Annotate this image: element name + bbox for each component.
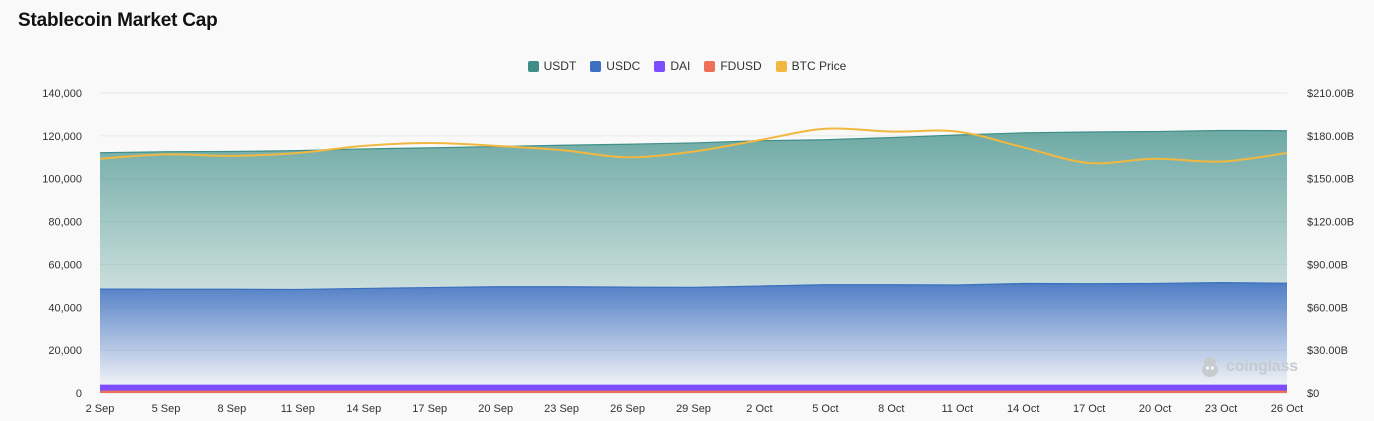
y-right-tick-label: $210.00B [1307, 88, 1354, 100]
legend-item-fdusd[interactable]: FDUSD [704, 59, 762, 73]
x-tick-label: 23 Oct [1205, 403, 1237, 415]
chart-legend: USDT USDC DAI FDUSD BTC Price [0, 59, 1374, 73]
legend-item-btc-price[interactable]: BTC Price [775, 59, 847, 73]
area-edge-usdc [99, 282, 1288, 291]
x-tick-label: 20 Oct [1139, 403, 1171, 415]
y-right-tick-label: $0 [1307, 388, 1319, 400]
coinglass-logo-icon [1202, 357, 1218, 377]
legend-label: FDUSD [720, 59, 762, 73]
x-tick-label: 11 Sep [281, 403, 315, 415]
y-left-tick-label: 80,000 [48, 217, 82, 229]
area-usdc[interactable] [100, 282, 1287, 386]
legend-label: USDT [543, 59, 577, 73]
legend-item-usdc[interactable]: USDC [590, 59, 640, 73]
legend-swatch [590, 60, 602, 72]
x-tick-label: 5 Oct [812, 403, 838, 415]
legend-swatch [775, 60, 787, 72]
y-left-tick-label: 140,000 [42, 88, 82, 100]
y-right-tick-label: $90.00B [1307, 259, 1348, 271]
x-tick-label: 14 Oct [1007, 403, 1039, 415]
page-title: Stablecoin Market Cap [18, 10, 218, 31]
y-left-tick-label: 40,000 [48, 302, 82, 314]
y-right-tick-label: $30.00B [1307, 345, 1348, 357]
x-tick-label: 29 Sep [676, 403, 711, 415]
legend-label: DAI [670, 59, 691, 73]
x-tick-label: 2 Oct [746, 403, 772, 415]
legend-swatch [527, 60, 539, 72]
y-right-tick-label: $180.00B [1307, 131, 1354, 143]
legend-swatch [654, 60, 666, 72]
y-left-tick-label: 0 [76, 388, 82, 400]
coinglass-watermark: coinglass [1198, 355, 1298, 379]
x-tick-label: 17 Sep [412, 403, 447, 415]
x-tick-label: 2 Sep [86, 403, 115, 415]
x-tick-label: 26 Sep [610, 403, 645, 415]
y-left-tick-label: 120,000 [42, 131, 82, 143]
x-tick-label: 8 Oct [878, 403, 904, 415]
area-usdt[interactable] [100, 130, 1287, 290]
x-tick-label: 17 Oct [1073, 403, 1105, 415]
legend-item-usdt[interactable]: USDT [527, 59, 577, 73]
x-tick-label: 5 Sep [152, 403, 181, 415]
x-tick-label: 23 Sep [544, 403, 579, 415]
y-right-tick-label: $60.00B [1307, 302, 1348, 314]
y-left-tick-label: 60,000 [48, 259, 82, 271]
x-tick-label: 26 Oct [1271, 403, 1303, 415]
area-dai[interactable] [100, 385, 1287, 392]
x-tick-label: 14 Sep [346, 403, 381, 415]
x-tick-label: 20 Sep [478, 403, 513, 415]
y-left-tick-label: 20,000 [48, 345, 82, 357]
y-left-tick-label: 100,000 [42, 174, 82, 186]
legend-item-dai[interactable]: DAI [654, 59, 690, 73]
line-btc-price[interactable] [99, 127, 1288, 165]
area-edge-usdt [99, 129, 1288, 154]
x-tick-label: 11 Oct [941, 403, 973, 415]
legend-label: BTC Price [791, 59, 847, 73]
legend-swatch [704, 60, 716, 72]
y-right-tick-label: $120.00B [1307, 217, 1354, 229]
y-right-tick-label: $150.00B [1307, 174, 1354, 186]
watermark-text: coinglass [1226, 358, 1299, 375]
legend-label: USDC [606, 59, 641, 73]
x-tick-label: 8 Sep [218, 403, 247, 415]
